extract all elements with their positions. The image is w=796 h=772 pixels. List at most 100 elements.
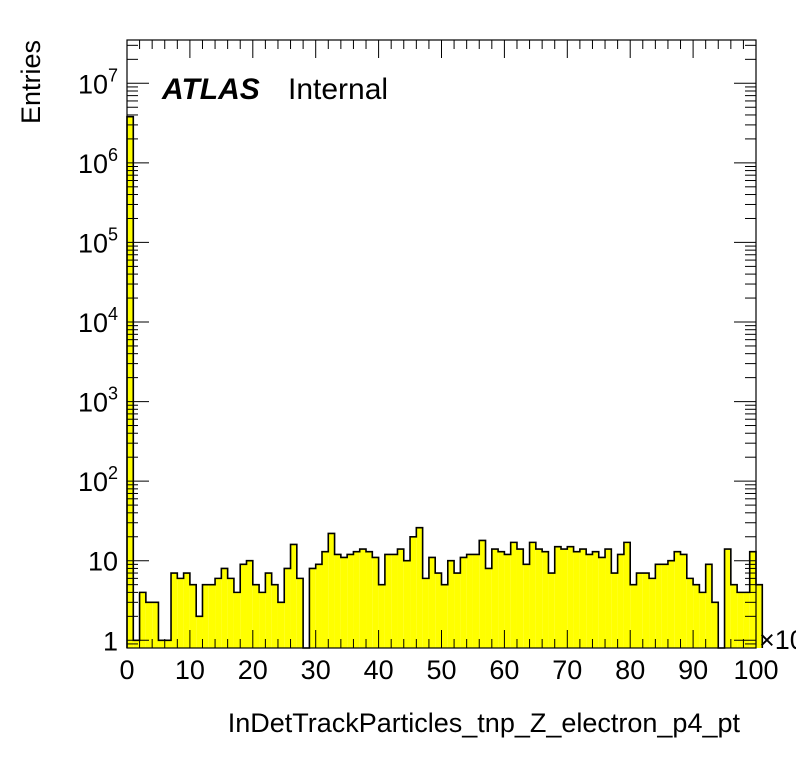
histogram-bar	[259, 592, 266, 648]
histogram-bar	[498, 551, 505, 648]
histogram-bar	[183, 573, 190, 648]
y-tick-label: 102	[78, 463, 118, 497]
histogram-bar	[567, 546, 574, 648]
histogram-bar	[321, 551, 329, 648]
x-tick-label: 30	[301, 655, 331, 685]
histogram-bar	[542, 551, 549, 648]
histogram-bar	[699, 592, 706, 648]
histogram-bar	[435, 573, 442, 648]
histogram-bar	[252, 584, 260, 648]
histogram-bar	[422, 578, 429, 648]
histogram-bar	[271, 584, 278, 648]
histogram-bar	[208, 584, 216, 648]
histogram-bar	[724, 549, 731, 648]
histogram-bar	[384, 554, 392, 648]
x-tick-label: 50	[426, 655, 456, 685]
histogram-bar	[548, 573, 555, 648]
histogram-bar	[743, 592, 750, 648]
histogram-bar	[340, 557, 348, 648]
histogram-bar	[504, 554, 511, 648]
histogram-bar	[296, 578, 304, 648]
histogram-bar	[579, 549, 587, 648]
histogram-bar	[233, 592, 241, 648]
histogram-bar	[636, 573, 643, 648]
histogram-bar	[416, 527, 423, 648]
x-tick-label: 40	[364, 655, 394, 685]
histogram-bar	[667, 560, 675, 648]
y-tick-label: 10	[88, 547, 118, 577]
histogram-bar	[472, 554, 480, 648]
histogram-bar	[127, 116, 134, 648]
histogram-bar	[227, 578, 234, 648]
plot-frame-rect	[126, 39, 757, 649]
histogram-bar	[598, 557, 606, 648]
histogram-bar	[711, 602, 719, 648]
histogram-bar	[347, 554, 354, 648]
histogram-bar	[171, 573, 178, 648]
x-tick-label: 90	[678, 655, 708, 685]
histogram-bar	[756, 584, 763, 648]
histogram-bar	[277, 602, 285, 648]
histogram-bar	[554, 546, 562, 648]
histogram-bar	[674, 551, 681, 648]
histogram-bar	[158, 640, 165, 648]
histogram-bar	[221, 568, 228, 648]
y-tick-label: 106	[78, 145, 118, 179]
histogram-bar	[730, 584, 738, 648]
histogram-bar	[441, 584, 448, 648]
histogram-bar	[523, 564, 530, 648]
histogram-bar	[460, 557, 467, 648]
histogram-bar	[177, 578, 184, 648]
histogram-bar	[586, 554, 593, 648]
x-multiplier-label: ×10	[759, 625, 796, 655]
histogram-bar	[315, 564, 322, 648]
histogram-bar	[447, 560, 455, 648]
histogram-bar	[265, 573, 272, 648]
histogram-bar	[309, 568, 316, 648]
x-tick-labels: 0 10 20 30 40 50 60 70 80 90 100	[119, 655, 778, 685]
histogram-bar	[189, 584, 197, 648]
histogram-bar	[737, 592, 744, 648]
histogram-outline	[126, 115, 764, 649]
histogram-bar	[353, 551, 360, 648]
histogram-bar	[240, 564, 247, 648]
histogram-bar	[428, 557, 436, 648]
histogram-bar	[516, 549, 524, 648]
histogram-bar	[573, 551, 580, 648]
histogram-bar	[630, 584, 637, 648]
y-tick-label: 104	[78, 304, 118, 338]
histogram-bar	[391, 554, 398, 648]
x-tick-label: 100	[733, 655, 778, 685]
y-tick-label: 1	[103, 626, 118, 656]
internal-label: Internal	[288, 73, 388, 106]
atlas-label: ATLAS	[161, 73, 260, 106]
histogram-bar	[680, 554, 687, 648]
histogram-bar	[605, 549, 612, 648]
histogram-bar	[491, 549, 499, 648]
histogram-bar	[215, 578, 222, 648]
histogram-bar	[164, 640, 172, 648]
histogram-bar	[366, 551, 373, 648]
x-axis-label: InDetTrackParticles_tnp_Z_electron_p4_pt	[228, 708, 741, 738]
histogram-bar	[529, 542, 536, 648]
histogram-bar	[372, 557, 379, 648]
x-tick-label: 60	[489, 655, 519, 685]
y-axis-label: Entries	[16, 40, 46, 124]
histogram-bar	[378, 584, 385, 648]
histogram-bar	[642, 573, 650, 648]
histogram-bar	[479, 540, 486, 648]
histogram-bar	[561, 549, 568, 648]
histogram-bar	[139, 592, 146, 648]
x-axis-ticks	[126, 40, 757, 648]
histogram-bar	[196, 616, 203, 648]
x-tick-label: 0	[119, 655, 134, 685]
histogram-bar	[623, 542, 631, 648]
histogram-bar	[693, 584, 700, 648]
histogram-bar	[290, 544, 297, 648]
histogram-bar	[649, 578, 656, 648]
histogram-bar	[334, 554, 341, 648]
histogram-bar	[592, 551, 599, 648]
histogram-bar	[397, 549, 404, 648]
x-tick-label: 80	[615, 655, 645, 685]
